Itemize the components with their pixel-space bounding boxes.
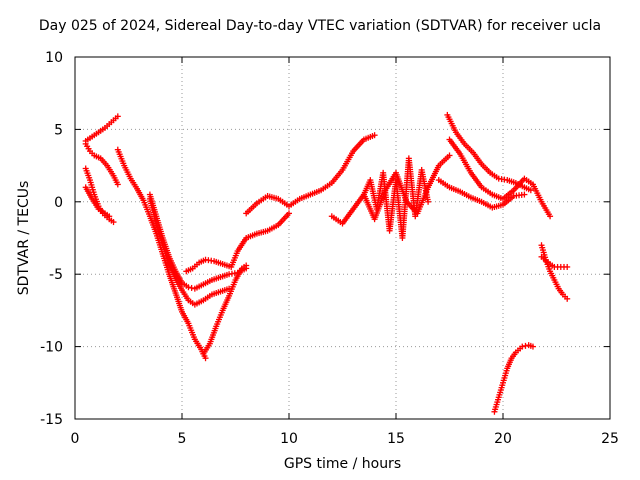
data-point-interp [522, 342, 529, 349]
data-point [286, 210, 292, 217]
data-point [519, 343, 526, 350]
series-track-i [183, 210, 292, 275]
data-point [521, 191, 528, 198]
data-point [110, 219, 117, 226]
data-point [114, 113, 121, 120]
series-track-d [82, 184, 113, 220]
data-point [564, 295, 571, 302]
data-point [547, 213, 554, 220]
series-track-a [82, 113, 121, 144]
data-marks [82, 111, 571, 415]
x-tick-label: 25 [601, 431, 619, 447]
data-point [564, 263, 571, 270]
y-tick-label: 5 [54, 122, 63, 138]
x-tick-label: 0 [71, 431, 80, 447]
series-track-n [446, 136, 554, 220]
y-tick-label: 10 [45, 50, 63, 66]
x-tick-label: 10 [280, 431, 298, 447]
series-track-o [435, 177, 528, 211]
series-track-g [146, 195, 233, 308]
data-point [114, 181, 121, 188]
x-tick-label: 20 [494, 431, 512, 447]
x-tick-label: 5 [178, 431, 187, 447]
y-tick-label: 0 [54, 195, 63, 211]
grid [75, 57, 610, 419]
data-point [527, 187, 534, 194]
y-tick-label: -10 [40, 340, 63, 356]
data-point [446, 152, 453, 159]
series-track-b [82, 140, 121, 188]
data-point [106, 213, 113, 220]
series-track-r [491, 342, 536, 415]
series-track-p [538, 242, 571, 302]
data-point [243, 262, 250, 269]
data-point [371, 132, 378, 139]
x-axis-label: GPS time / hours [283, 456, 402, 472]
data-point [529, 343, 536, 350]
series-track-q [538, 253, 571, 270]
chart-title: Day 025 of 2024, Sidereal Day-to-day VTE… [38, 18, 602, 34]
x-tick-label: 15 [387, 431, 405, 447]
series-track-e [114, 146, 209, 362]
series-track-l [360, 155, 432, 241]
data-point [185, 284, 192, 291]
plot-frame [74, 56, 611, 420]
y-tick-label: -15 [40, 412, 63, 428]
y-tick-label: -5 [49, 267, 63, 283]
series-track-j [243, 132, 378, 217]
data-point [202, 355, 209, 362]
series-track-h [200, 262, 250, 357]
ticks: 0 5 10 15 20 25 -15 -10 -5 0 5 10 [40, 50, 619, 447]
data-point-interp [188, 284, 195, 291]
data-point [425, 198, 432, 205]
